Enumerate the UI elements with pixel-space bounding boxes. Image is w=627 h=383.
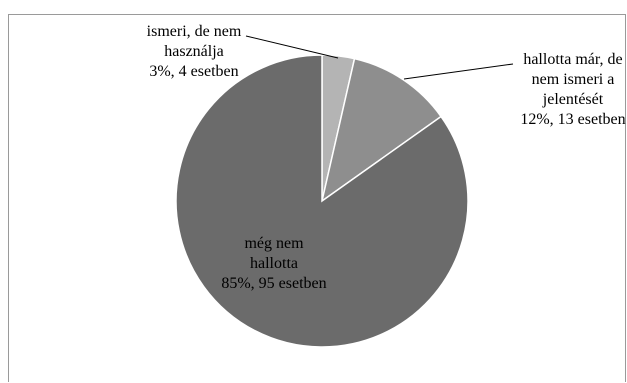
slice-labels: ismeri, de nem használja 3%, 4 esetben hall… [147,23,626,292]
leader-lines [245,35,514,80]
slice-label-3: még nem hallotta 85%, 95 esetben [221,235,326,292]
slice-label-line: ismeri, de nem [147,23,242,40]
slice-label-line: jelentését [542,91,604,108]
pie-slice-3 [175,54,469,348]
slice-label-line: nem ismeri a [532,71,615,88]
slice-label-line: hallotta már, de [523,51,622,68]
pie-slices [175,54,469,348]
slice-label-2: hallotta már, de nem ismeri a jelentését 12… [520,51,625,128]
slice-label-line: 3%, 4 esetben [149,63,238,80]
slice-label-line: használja [164,43,224,60]
slice-label-line: még nem [244,235,304,252]
leader-line-2 [403,63,514,80]
slice-label-line: 12%, 13 esetben [520,111,625,128]
pie-slice-2 [320,57,443,203]
leader-line-1 [245,35,339,59]
slice-label-line: hallotta [250,255,298,272]
chart-frame [8,14,626,382]
slice-label-1: ismeri, de nem használja 3%, 4 esetben [147,23,242,80]
slice-label-line: 85%, 95 esetben [221,275,326,292]
